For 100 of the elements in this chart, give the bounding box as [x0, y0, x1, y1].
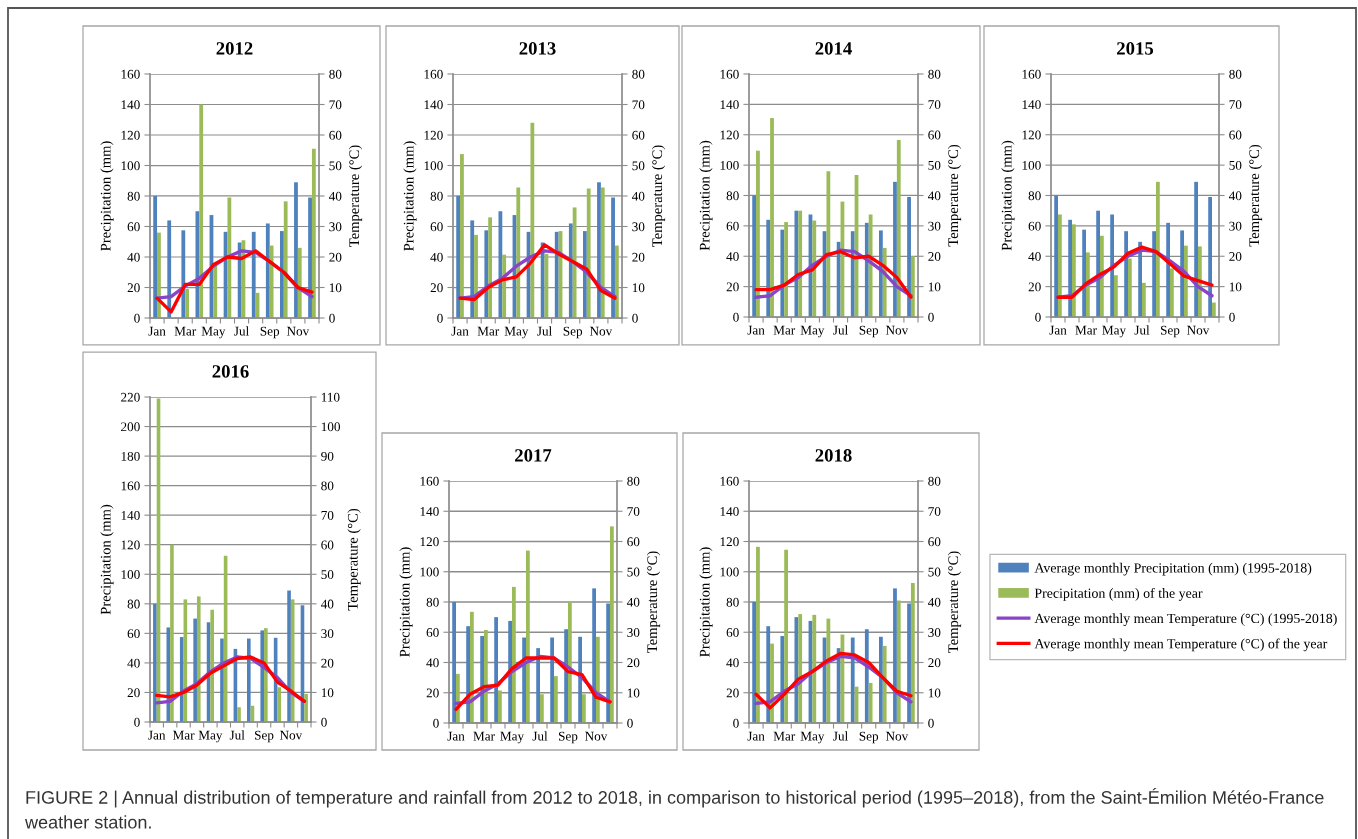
y2-tick-label: 10 — [329, 283, 342, 293]
y-axis-title: Precipitation (mm) — [699, 547, 713, 657]
y2-tick-label: 50 — [329, 161, 342, 171]
y2-tick-label: 0 — [329, 313, 335, 323]
y2-tick-label: 10 — [928, 688, 941, 698]
y-tick-label: 20 — [726, 282, 739, 292]
y-tick-label: 20 — [430, 283, 443, 293]
y2-tick-label: 40 — [328, 191, 342, 201]
y-tick-label: 160 — [420, 476, 439, 486]
y-tick-label: 80 — [430, 191, 443, 201]
y2-tick-label: 80 — [928, 476, 941, 486]
x-tick-label: May — [504, 326, 529, 339]
chart-title: 2013 — [519, 42, 556, 55]
y2-tick-label: 40 — [927, 191, 941, 201]
y-tick-label: 40 — [430, 252, 443, 262]
y2-tick-label: 30 — [321, 629, 334, 639]
y2-axis-title: Temperature (°C) — [347, 508, 361, 611]
y-tick-label: 80 — [726, 191, 739, 201]
y-tick-label: 100 — [424, 161, 443, 171]
y-tick-label: 140 — [424, 100, 443, 110]
y2-tick-label: 20 — [329, 252, 342, 262]
y-tick-label: 180 — [121, 451, 140, 461]
chart-title: 2018 — [815, 449, 852, 462]
y2-tick-label: 0 — [1229, 312, 1235, 322]
y-tick-label: 100 — [720, 160, 739, 170]
y-tick-label: 80 — [1028, 191, 1041, 201]
x-tick-label: Mar — [477, 326, 500, 336]
y-tick-label: 120 — [121, 130, 140, 140]
x-tick-label: May — [800, 731, 825, 744]
y-tick-label: 80 — [127, 599, 140, 609]
y2-tick-label: 20 — [627, 658, 640, 668]
y2-tick-label: 80 — [928, 69, 941, 79]
chart-title: 2015 — [1117, 42, 1154, 55]
y2-tick-label: 70 — [627, 507, 640, 516]
y2-tick-label: 80 — [627, 476, 640, 486]
y-tick-label: 140 — [121, 510, 140, 520]
y2-tick-label: 20 — [1229, 252, 1242, 261]
y-tick-label: 80 — [426, 597, 439, 607]
y2-tick-label: 10 — [1229, 282, 1242, 292]
y2-tick-label: 0 — [928, 312, 934, 322]
y-tick-label: 60 — [127, 222, 140, 232]
y-tick-label: 160 — [121, 69, 140, 79]
y-tick-label: 120 — [720, 130, 739, 140]
legend-label: Average monthly mean Temperature (°C) (1995-2018) — [1034, 613, 1337, 626]
x-tick-label: Sep — [859, 731, 879, 744]
x-tick-label: Mar — [473, 731, 495, 741]
y2-axis-title: Temperature (°C) — [348, 145, 363, 247]
x-tick-label: Mar — [773, 325, 796, 335]
y-tick-label: 60 — [1028, 221, 1041, 231]
y-tick-label: 0 — [433, 718, 439, 728]
x-tick-label: Jul — [1134, 325, 1150, 335]
y2-tick-label: 60 — [632, 130, 645, 140]
x-tick-label: May — [800, 325, 825, 338]
y-tick-label: 100 — [121, 570, 140, 579]
chart-title: 2017 — [515, 449, 552, 462]
x-tick-label: Jul — [537, 326, 552, 336]
y2-tick-label: 50 — [1229, 160, 1242, 170]
y2-tick-label: 20 — [928, 658, 941, 668]
y2-tick-label: 60 — [928, 537, 941, 547]
y2-tick-label: 80 — [329, 69, 342, 79]
y-tick-label: 60 — [726, 628, 739, 637]
y2-tick-label: 10 — [928, 282, 941, 292]
y2-tick-label: 40 — [631, 191, 645, 201]
x-tick-label: May — [198, 730, 223, 743]
x-tick-label: Sep — [260, 326, 280, 339]
y2-tick-label: 70 — [928, 507, 941, 516]
y2-tick-label: 60 — [928, 130, 941, 140]
x-tick-label: Jul — [229, 730, 245, 740]
x-tick-label: Jan — [148, 730, 166, 740]
x-tick-label: Nov — [1187, 325, 1210, 335]
y2-tick-label: 20 — [321, 658, 334, 668]
caption: FIGURE 2 | Annual distribution of temperature and rainfall from 2012 to 2018, in comparison to historical period (1995–2018), from the Saint-Émilion Météo-France weather station. — [24, 788, 1324, 829]
chart-title: 2016 — [212, 365, 249, 378]
y-axis-title: Precipitation (mm) — [399, 547, 413, 657]
y-tick-label: 140 — [420, 507, 439, 516]
y-axis-title: Precipitation (mm) — [100, 504, 114, 615]
legend-label: Average monthly mean Temperature (°C) of the year — [1034, 638, 1328, 652]
y2-tick-label: 0 — [321, 717, 327, 727]
x-tick-label: Jul — [234, 326, 249, 336]
y2-tick-label: 0 — [627, 718, 633, 728]
x-tick-label: Sep — [859, 325, 879, 338]
y-tick-label: 40 — [127, 658, 140, 668]
y-tick-label: 160 — [720, 476, 739, 486]
y-tick-label: 160 — [424, 69, 443, 79]
y-tick-label: 40 — [726, 658, 739, 668]
y2-tick-label: 10 — [632, 283, 645, 293]
y2-tick-label: 20 — [928, 252, 941, 261]
y-tick-label: 0 — [733, 312, 739, 322]
y2-tick-label: 30 — [1229, 221, 1242, 231]
y2-tick-label: 40 — [1228, 191, 1242, 201]
y2-tick-label: 80 — [632, 69, 645, 79]
y-tick-label: 40 — [726, 252, 739, 261]
y2-tick-label: 80 — [1229, 69, 1242, 79]
x-tick-label: Sep — [563, 326, 583, 339]
y-tick-label: 0 — [437, 313, 443, 323]
y-tick-label: 20 — [726, 688, 739, 698]
y-tick-label: 20 — [1028, 282, 1041, 292]
y-tick-label: 140 — [121, 100, 140, 110]
x-tick-label: Nov — [885, 731, 909, 741]
x-tick-label: Jul — [833, 325, 848, 335]
